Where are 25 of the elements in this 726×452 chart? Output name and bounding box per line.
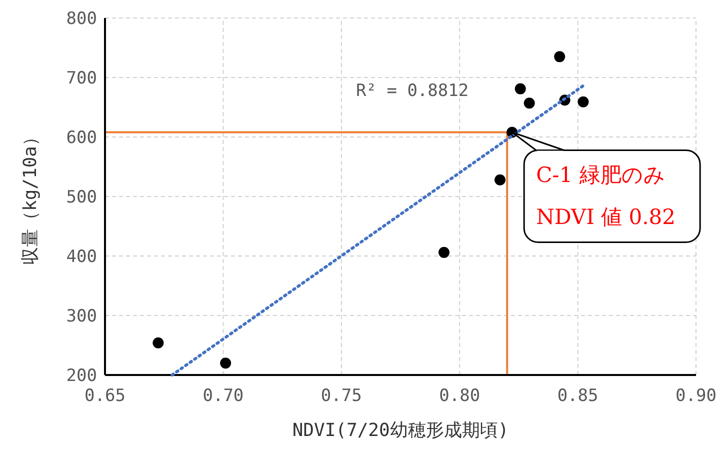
y-tick-label: 300	[66, 306, 97, 326]
x-tick-label: 0.90	[676, 386, 716, 406]
point	[514, 83, 526, 94]
point	[494, 174, 506, 186]
y-tick-label: 600	[66, 128, 97, 148]
y-tick-label: 400	[66, 246, 97, 267]
annotation: C-1 緑肥のみ NDVI 値 0.82	[536, 163, 676, 230]
point	[578, 96, 589, 108]
point	[524, 98, 535, 109]
point	[554, 51, 566, 62]
y-axis-title: 収量（kg/10a）	[20, 128, 41, 266]
x-tick-label: 0.75	[320, 386, 362, 406]
x-tick-label: 0.85	[557, 386, 598, 406]
x-tick-label: 0.80	[439, 386, 480, 406]
y-tick-label: 700	[66, 68, 97, 88]
point	[220, 358, 232, 369]
y-tick-label: 500	[66, 187, 97, 208]
point	[152, 337, 164, 348]
point	[438, 246, 450, 258]
y-tick-label: 200	[66, 366, 97, 386]
x-tick-label: 0.65	[84, 386, 126, 406]
y-tick-label: 800	[66, 8, 97, 29]
x-tick-label: 0.70	[202, 386, 244, 406]
x-axis-title: NDVI(7/20幼穂形成期頃)	[292, 420, 509, 441]
annotation: R² = 0.8812	[356, 81, 469, 101]
